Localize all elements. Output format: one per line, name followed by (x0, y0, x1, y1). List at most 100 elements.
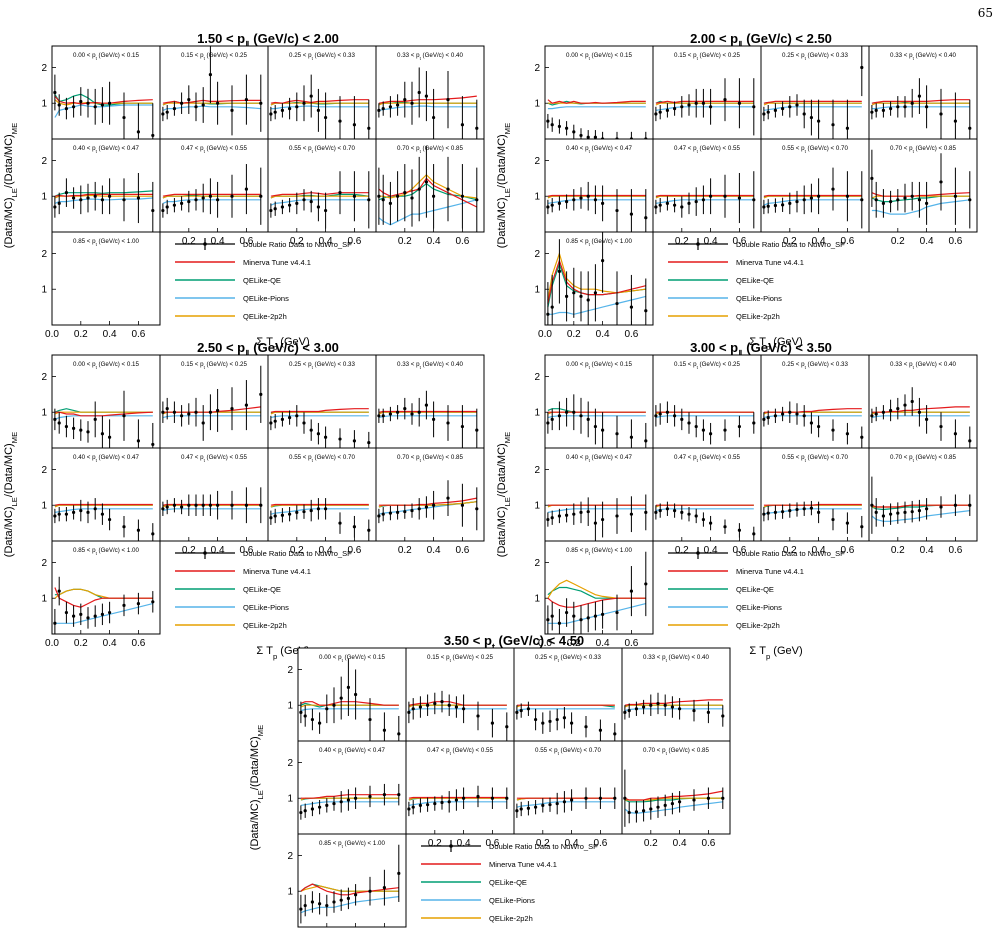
data-point (316, 108, 320, 112)
data-point (201, 503, 205, 507)
data-point (136, 130, 140, 134)
series-line-minerva (763, 194, 862, 197)
data-point (446, 98, 450, 102)
subplot-series (377, 390, 479, 448)
group-title: 1.50 < p∥ (GeV/c) < 2.00 (197, 31, 339, 51)
data-point (208, 194, 212, 198)
data-point (259, 101, 263, 105)
legend-label: Minerva Tune v4.4.1 (243, 258, 311, 267)
subplot-frame (405, 647, 515, 742)
data-point (432, 503, 436, 507)
series-line-pions (162, 199, 261, 204)
data-point (762, 512, 766, 516)
subplot-6: 0.47 < pt (GeV/c) < 0.55 (159, 447, 269, 542)
legend-entry: QELike-QE (175, 276, 281, 285)
subplot-series (269, 498, 371, 541)
panel-group-3: 2.50 < p∥ (GeV/c) < 3.00 (Data/MC)LE/(Dat… (3, 340, 485, 661)
y-axis-label: (Data/MC)LE/(Data/MC)ME (249, 725, 265, 850)
data-point (339, 800, 343, 804)
data-point (352, 439, 356, 443)
data-point (295, 201, 299, 205)
subplot-series (53, 74, 155, 139)
series-line-pions (378, 199, 477, 226)
data-point (541, 803, 545, 807)
y-tick-label: 1 (534, 285, 540, 296)
data-point (874, 198, 878, 202)
pt-bin-label: 0.70 < pt (GeV/c) < 0.85 (397, 454, 463, 463)
data-point (546, 421, 550, 425)
data-point (93, 105, 97, 109)
data-point (136, 196, 140, 200)
subplot-frame (760, 447, 870, 542)
data-point (396, 103, 400, 107)
data-point (925, 105, 929, 109)
data-point (299, 907, 303, 911)
x-tick-label: 0.4 (319, 236, 333, 247)
data-point (570, 798, 574, 802)
legend-label: QELike-Pions (489, 896, 535, 905)
legend-label: QELike-QE (736, 276, 774, 285)
data-point (299, 810, 303, 815)
data-point (53, 621, 57, 625)
data-point (460, 503, 464, 507)
data-point (644, 309, 648, 313)
data-point (108, 101, 112, 105)
data-point (388, 105, 392, 109)
pt-bin-label: 0.25 < pt (GeV/c) < 0.33 (782, 361, 848, 370)
pt-bin-label: 0.47 < pt (GeV/c) < 0.55 (181, 454, 247, 463)
pt-bin-label: 0.40 < pt (GeV/c) < 0.47 (73, 454, 139, 463)
series-line-minerva (871, 99, 970, 104)
pt-bin-label: 0.00 < pt (GeV/c) < 0.15 (566, 361, 632, 370)
data-point (762, 112, 766, 116)
subplot-frame (760, 45, 870, 140)
data-point (737, 196, 742, 200)
x-tick-label: 0.4 (319, 545, 333, 556)
data-point (403, 191, 407, 195)
x-tick-label: 0.2 (428, 838, 442, 849)
data-point (368, 794, 372, 799)
series-line-minerva (763, 503, 862, 506)
y-axis-label: (Data/MC)LE/(Data/MC)ME (3, 123, 19, 248)
data-point (709, 432, 713, 436)
data-point (447, 800, 451, 804)
data-point (151, 532, 155, 536)
data-point (57, 589, 61, 593)
data-point (216, 198, 220, 202)
data-point (565, 294, 569, 298)
data-point (644, 510, 648, 514)
pt-bin-label: 0.40 < pt (GeV/c) < 0.47 (566, 145, 632, 154)
data-point (781, 412, 785, 416)
data-point (208, 503, 212, 507)
subplot-5: 0.40 < pt (GeV/c) < 0.47 1 2 (534, 138, 654, 233)
data-point (519, 708, 523, 713)
data-point (737, 424, 742, 429)
data-point (269, 421, 273, 425)
data-point (122, 115, 126, 120)
subplot-8: 0.70 < pt (GeV/c) < 0.85 (868, 138, 978, 233)
data-point (548, 719, 552, 723)
legend-entry: QELike-Pions (421, 896, 535, 905)
data-point (644, 216, 648, 220)
series-line-pions (408, 801, 507, 806)
subplot-series (269, 171, 371, 229)
data-point (316, 205, 320, 209)
subplot-series (546, 394, 648, 448)
legend-entry: QELike-Pions (668, 603, 782, 612)
data-point (302, 510, 306, 514)
series-line-qe (378, 182, 477, 201)
data-point (613, 732, 617, 736)
data-point (889, 408, 893, 413)
data-point (303, 903, 307, 908)
data-point (352, 123, 356, 127)
data-point (194, 198, 198, 202)
data-point (534, 717, 538, 722)
data-point (475, 198, 479, 202)
data-point (644, 582, 648, 586)
panel-group-5: 3.50 < pt (GeV/c) < 4.50 (Data/MC)LE/(Dat… (249, 633, 731, 928)
data-point (381, 106, 385, 111)
series-line-twop2h (162, 195, 261, 199)
data-point (565, 513, 569, 517)
legend-entry: QELike-QE (421, 878, 527, 887)
data-point (706, 710, 711, 714)
subplot-frame (51, 45, 161, 140)
